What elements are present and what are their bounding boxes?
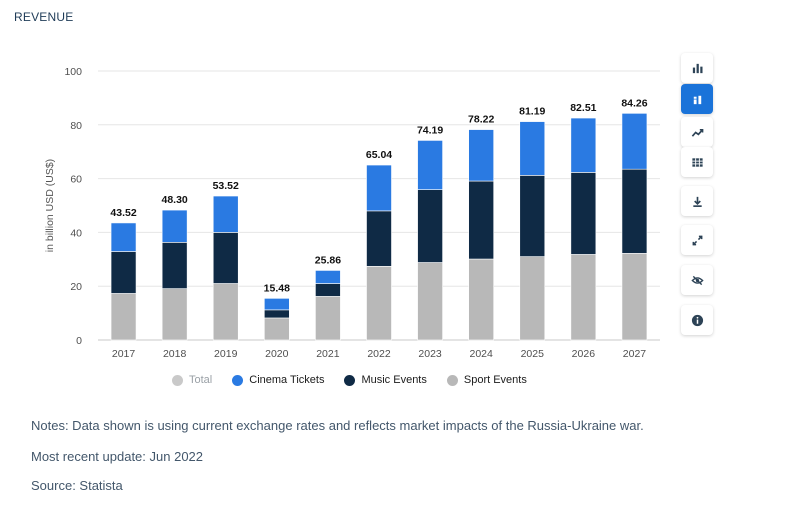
bar-segment-cinema-tickets (570, 117, 597, 173)
trend-line-button[interactable] (681, 117, 713, 147)
bar-segment-music-events (110, 251, 137, 294)
bar-segment-music-events (264, 309, 290, 319)
legend-dot-icon (344, 374, 356, 386)
bar-segment-cinema-tickets (519, 121, 546, 176)
bar-segment-music-events (417, 189, 443, 263)
legend-item-music-events[interactable]: Music Events (344, 374, 427, 386)
bar-segment-sport-events (161, 288, 188, 341)
notes-text: Notes: Data shown is using current excha… (31, 418, 644, 433)
fullscreen-icon (691, 234, 704, 247)
x-tick-label: 2024 (470, 348, 494, 360)
info-icon (691, 314, 704, 327)
legend-dot-icon (232, 374, 244, 386)
y-tick-label: 60 (70, 174, 82, 186)
x-tick-label: 2025 (521, 348, 545, 360)
total-data-label: 81.19 (519, 106, 545, 118)
total-data-label: 65.04 (366, 149, 392, 161)
total-data-label: 15.48 (264, 282, 290, 294)
x-tick-label: 2017 (112, 348, 136, 360)
total-data-label: 82.51 (570, 102, 596, 114)
bar-segment-sport-events (417, 262, 443, 341)
bar-segment-cinema-tickets (417, 140, 443, 190)
legend-label: Sport Events (463, 374, 527, 386)
bar-segment-sport-events (621, 253, 648, 341)
table-button[interactable] (681, 147, 713, 177)
bar-chart-button[interactable] (681, 53, 713, 83)
bar-segment-sport-events (570, 254, 597, 341)
bar-segment-music-events (315, 283, 341, 297)
x-tick-label: 2018 (163, 348, 187, 360)
legend-label: Total (189, 374, 213, 386)
bar-segment-music-events (621, 168, 648, 254)
legend-dot-icon (446, 374, 458, 386)
bar-segment-cinema-tickets (366, 164, 392, 212)
y-tick-label: 80 (70, 120, 82, 132)
legend-dot-icon (172, 374, 183, 386)
bar-segment-sport-events (519, 256, 546, 341)
legend-label: Cinema Tickets (249, 374, 325, 386)
bar-chart-icon (691, 62, 704, 75)
info-button[interactable] (681, 305, 713, 335)
y-tick-label: 100 (64, 66, 82, 78)
total-data-label: 25.86 (315, 254, 341, 266)
bar-segment-sport-events (110, 293, 137, 341)
chart-legend: Total Cinema Tickets Music Events Sport Eve… (172, 374, 527, 386)
bar-segment-music-events (212, 232, 239, 284)
x-tick-label: 2026 (572, 348, 596, 360)
bar-segment-sport-events (264, 317, 290, 341)
x-tick-label: 2019 (214, 348, 238, 360)
trend-line-icon (691, 126, 704, 139)
bar-segment-cinema-tickets (161, 209, 188, 243)
total-data-label: 53.52 (213, 180, 239, 192)
total-data-label: 74.19 (417, 124, 443, 136)
source-text: Source: Statista (31, 478, 123, 493)
y-tick-label: 20 (70, 281, 82, 293)
total-data-label: 48.30 (161, 194, 187, 206)
legend-item-total[interactable]: Total (172, 374, 212, 386)
bar-segment-sport-events (315, 296, 341, 341)
bar-segment-music-events (366, 210, 392, 267)
legend-item-sport-events[interactable]: Sport Events (446, 374, 527, 386)
total-data-label: 43.52 (110, 207, 136, 219)
total-data-label: 84.26 (621, 97, 647, 109)
bar-segment-music-events (570, 172, 597, 255)
revenue-chart: 0 20 40 60 80 100 in billion USD (US$) 43.52 201… (44, 66, 660, 360)
bar-segment-sport-events (212, 283, 239, 341)
total-data-label: 78.22 (468, 114, 494, 126)
stacked-bar-icon (691, 93, 704, 106)
bar-segment-cinema-tickets (110, 222, 137, 252)
bar-segment-sport-events (468, 258, 494, 341)
y-axis-title: in billion USD (US$) (44, 159, 56, 252)
bar-segment-cinema-tickets (264, 298, 290, 311)
fullscreen-button[interactable] (681, 225, 713, 255)
x-tick-label: 2023 (418, 348, 442, 360)
hide-icon (690, 274, 704, 287)
bar-segment-music-events (519, 175, 546, 257)
x-tick-label: 2027 (623, 348, 647, 360)
stacked-bar-button[interactable] (681, 84, 713, 114)
bar-segment-music-events (161, 242, 188, 289)
legend-item-cinema-tickets[interactable]: Cinema Tickets (232, 374, 324, 386)
bar-segment-cinema-tickets (315, 270, 341, 284)
bar-segment-music-events (468, 180, 494, 260)
hide-button[interactable] (681, 265, 713, 295)
bar-segment-cinema-tickets (621, 113, 648, 170)
x-tick-label: 2021 (316, 348, 340, 360)
x-tick-label: 2022 (367, 348, 391, 360)
bar-segment-cinema-tickets (212, 195, 239, 233)
legend-label: Music Events (361, 374, 427, 386)
table-icon (691, 156, 704, 169)
download-button[interactable] (681, 186, 713, 216)
y-tick-label: 40 (70, 227, 82, 239)
update-text: Most recent update: Jun 2022 (31, 449, 204, 464)
y-tick-label: 0 (76, 335, 82, 347)
x-tick-label: 2020 (265, 348, 289, 360)
download-icon (691, 195, 704, 208)
bar-segment-sport-events (366, 265, 392, 341)
bar-segment-cinema-tickets (468, 129, 494, 182)
section-title: REVENUE (14, 10, 74, 24)
